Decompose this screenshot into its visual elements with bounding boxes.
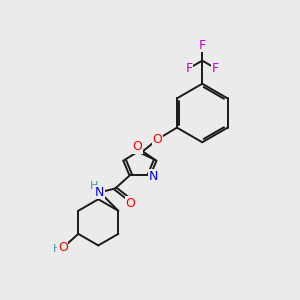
Text: F: F	[199, 39, 206, 52]
Text: O: O	[133, 140, 142, 153]
Text: N: N	[95, 186, 104, 199]
Text: F: F	[212, 62, 219, 75]
Text: H: H	[89, 181, 98, 191]
Text: O: O	[153, 133, 163, 146]
Text: N: N	[148, 169, 158, 183]
Text: O: O	[126, 196, 136, 210]
Text: O: O	[58, 241, 68, 254]
Text: H: H	[52, 244, 61, 254]
Text: F: F	[185, 62, 193, 75]
